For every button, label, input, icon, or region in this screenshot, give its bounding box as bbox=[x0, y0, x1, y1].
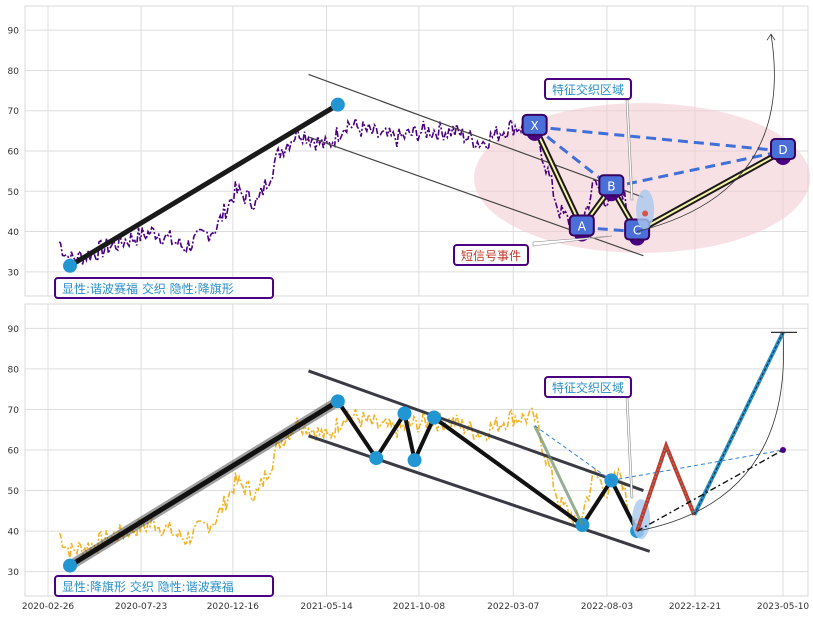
point-box-b bbox=[598, 174, 625, 197]
feature-region-ellipse bbox=[474, 103, 810, 253]
y-tick-label: 80 bbox=[8, 67, 20, 77]
forecast-end-dot bbox=[780, 447, 786, 453]
zigzag-dot bbox=[369, 451, 384, 466]
price-series bbox=[58, 407, 638, 561]
x-tick-label: 2023-05-10 bbox=[757, 602, 810, 612]
zigzag-dot bbox=[63, 558, 78, 573]
zigzag-dot bbox=[407, 453, 422, 468]
target-arrow bbox=[637, 34, 775, 232]
forecast-red bbox=[635, 440, 697, 532]
event-label: 短信号事件 bbox=[461, 249, 521, 263]
x-tick-label: 2020-02-26 bbox=[22, 602, 75, 612]
y-tick-label: 50 bbox=[8, 487, 20, 497]
point-box-x bbox=[521, 113, 548, 136]
zigzag-dot bbox=[427, 410, 442, 425]
y-tick-label: 30 bbox=[8, 568, 20, 578]
pattern-label: 显性:谐波赛福 交织 隐性:降旗形 bbox=[62, 281, 234, 296]
region-label-box bbox=[544, 376, 632, 398]
bd-dashed bbox=[611, 149, 784, 189]
event-pointer bbox=[532, 235, 613, 247]
pattern-label: 显性:降旗形 交织 隐性:谐波赛福 bbox=[62, 579, 234, 594]
y-tick-label: 90 bbox=[8, 325, 20, 335]
x-tick-label: 2021-05-14 bbox=[300, 602, 353, 612]
channel-upper bbox=[308, 369, 644, 492]
point-label-b: B bbox=[607, 179, 615, 193]
region-label-box bbox=[544, 78, 632, 100]
point-label-x: X bbox=[531, 119, 539, 133]
x-tick-label: 2022-08-03 bbox=[581, 602, 633, 612]
signal-dot bbox=[642, 210, 649, 217]
point-label-c: C bbox=[633, 224, 641, 238]
y-tick-label: 90 bbox=[8, 27, 20, 37]
trend-start-dot bbox=[63, 258, 78, 273]
x-tick-label: 2020-07-23 bbox=[115, 602, 167, 612]
y-tick-label: 60 bbox=[8, 447, 20, 457]
pattern-label-box bbox=[54, 575, 274, 597]
harmonic-bd bbox=[611, 449, 784, 481]
region-label: 特征交织区域 bbox=[552, 380, 624, 395]
harmonic-xb bbox=[534, 425, 612, 481]
signal-blob bbox=[636, 189, 655, 230]
trend-end-dot bbox=[330, 97, 345, 112]
point-label-a: A bbox=[578, 220, 587, 234]
y-tick-label: 40 bbox=[8, 528, 20, 538]
y-tick-label: 60 bbox=[8, 148, 20, 158]
channel-upper bbox=[308, 73, 644, 198]
target-arrowhead bbox=[766, 33, 776, 41]
x-tick-label: 2022-03-07 bbox=[487, 602, 539, 612]
region-label: 特征交织区域 bbox=[552, 82, 624, 97]
point-box-a bbox=[568, 214, 595, 237]
zigzag-dot bbox=[330, 394, 345, 409]
y-tick-label: 50 bbox=[8, 188, 20, 198]
trend-line bbox=[68, 399, 340, 568]
pattern-label-box bbox=[54, 277, 274, 299]
point-label-d: D bbox=[778, 143, 787, 157]
harmonic-xa bbox=[533, 425, 584, 526]
zigzag-dot bbox=[397, 406, 412, 421]
y-tick-label: 70 bbox=[8, 406, 20, 416]
forecast-blue-inner bbox=[693, 332, 784, 516]
x-tick-label: 2022-12-21 bbox=[669, 602, 721, 612]
xd-dashed bbox=[534, 125, 784, 153]
channel-lower bbox=[308, 434, 651, 553]
target-arrow bbox=[637, 332, 784, 532]
trend-line bbox=[68, 102, 340, 268]
point-box-d bbox=[770, 138, 796, 160]
y-tick-label: 80 bbox=[8, 365, 20, 375]
y-tick-label: 40 bbox=[8, 228, 20, 238]
x-tick-label: 2021-10-08 bbox=[393, 602, 446, 612]
zigzag-line bbox=[336, 400, 639, 533]
y-tick-label: 70 bbox=[8, 107, 20, 117]
xb-dashed bbox=[533, 125, 613, 189]
y-tick-label: 30 bbox=[8, 268, 20, 278]
x-tick-label: 2020-12-16 bbox=[207, 602, 260, 612]
event-label-box bbox=[453, 244, 529, 266]
